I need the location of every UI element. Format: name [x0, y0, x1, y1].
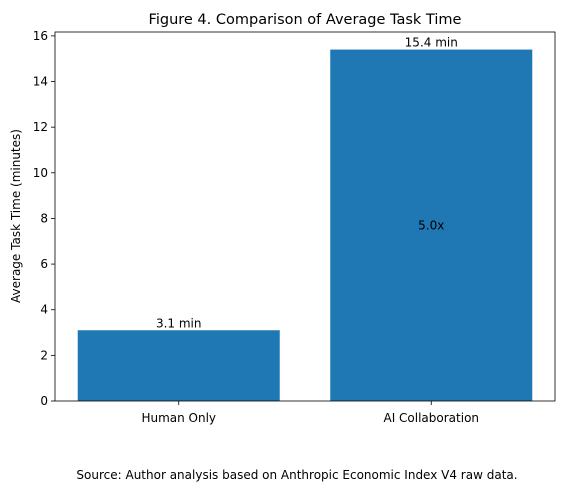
y-axis-label: Average Task Time (minutes) — [9, 129, 23, 303]
bar — [77, 330, 280, 401]
chart-title: Figure 4. Comparison of Average Task Tim… — [149, 12, 462, 28]
x-tick-label: AI Collaboration — [383, 411, 479, 425]
plot-frame — [54, 31, 556, 402]
annotation: 5.0x — [418, 218, 444, 232]
y-tick-label: 14 — [33, 75, 48, 89]
y-tick-label: 2 — [40, 348, 48, 362]
y-tick-label: 4 — [40, 303, 48, 317]
y-tick-label: 6 — [40, 257, 48, 271]
y-tick-label: 16 — [33, 29, 48, 43]
x-tick-label: Human Only — [141, 411, 216, 425]
y-tick-label: 10 — [33, 166, 48, 180]
bar — [330, 49, 533, 401]
y-tick-label: 8 — [40, 211, 48, 225]
value-label: 3.1 min — [156, 316, 202, 330]
y-tick-label: 12 — [33, 120, 48, 134]
value-label: 15.4 min — [405, 36, 458, 50]
y-tick-label: 0 — [40, 394, 48, 408]
source-note: Source: Author analysis based on Anthrop… — [76, 468, 517, 482]
